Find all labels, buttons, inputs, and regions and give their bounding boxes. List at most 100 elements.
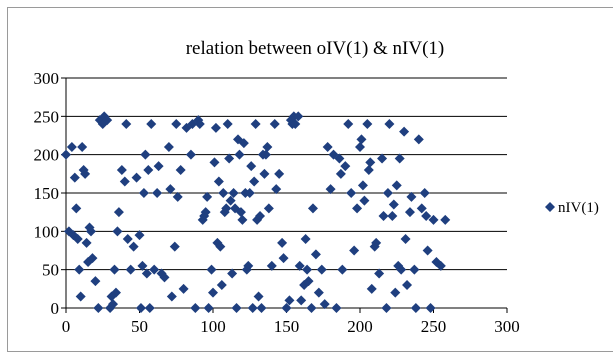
data-point	[213, 176, 224, 187]
data-point	[388, 199, 399, 210]
data-point	[109, 264, 120, 275]
data-point	[343, 119, 354, 129]
x-tick-label: 250	[421, 317, 447, 336]
data-point	[269, 119, 280, 129]
data-point	[440, 214, 451, 225]
data-point	[260, 149, 271, 160]
data-point	[228, 188, 239, 198]
data-point	[413, 134, 424, 145]
y-tick-labels: 0 50 100 150 200 250 300	[34, 69, 60, 318]
legend-label: nIV(1)	[558, 200, 599, 216]
data-point	[66, 142, 77, 152]
data-point	[422, 245, 433, 256]
x-tick-label: 100	[200, 317, 226, 336]
data-point	[153, 161, 164, 172]
data-points	[61, 111, 451, 313]
legend-marker-icon	[545, 202, 555, 212]
data-point	[356, 134, 367, 145]
data-point	[331, 303, 342, 313]
data-point	[416, 203, 427, 214]
data-point	[159, 272, 170, 283]
data-point	[74, 264, 85, 275]
data-point	[244, 188, 255, 198]
data-point	[231, 303, 242, 313]
data-point	[222, 119, 233, 129]
data-point	[224, 153, 235, 164]
data-point	[81, 237, 92, 248]
data-point	[421, 211, 432, 221]
data-point	[165, 184, 176, 195]
data-point	[166, 291, 177, 302]
data-point	[306, 303, 317, 313]
data-point	[209, 157, 220, 168]
data-point	[152, 188, 163, 198]
data-point	[294, 260, 305, 271]
data-point	[210, 122, 221, 133]
data-point	[246, 161, 257, 172]
y-tick-label: 50	[42, 261, 59, 280]
data-point	[349, 245, 360, 256]
data-point	[281, 303, 292, 313]
data-point	[410, 303, 421, 313]
data-point	[110, 287, 121, 298]
data-point	[125, 264, 136, 275]
data-point	[390, 287, 401, 298]
data-point	[396, 264, 407, 275]
y-tick-label: 0	[51, 299, 60, 318]
data-point	[307, 203, 318, 214]
data-point	[249, 176, 260, 187]
data-point	[175, 165, 186, 175]
data-point	[85, 226, 96, 237]
data-point	[316, 264, 327, 275]
data-point	[215, 241, 226, 252]
data-point	[72, 234, 83, 244]
data-point	[194, 119, 205, 129]
data-point	[171, 119, 182, 129]
data-point	[310, 249, 321, 260]
data-point	[346, 188, 357, 198]
data-point	[362, 119, 373, 129]
data-point	[387, 211, 398, 221]
data-point	[200, 207, 211, 218]
x-tick-label: 200	[347, 317, 373, 336]
gridlines	[66, 77, 507, 271]
data-point	[247, 303, 258, 313]
data-point	[221, 203, 232, 214]
data-point	[325, 184, 336, 195]
data-point	[404, 207, 415, 218]
data-point	[284, 295, 295, 306]
data-point	[263, 203, 274, 214]
data-point	[377, 153, 388, 164]
data-point	[334, 153, 345, 164]
data-point	[87, 253, 98, 264]
data-point	[250, 119, 261, 129]
data-point	[143, 165, 154, 175]
data-point	[253, 291, 264, 302]
x-tick-label: 150	[274, 317, 300, 336]
data-point	[384, 119, 395, 129]
data-point	[202, 191, 213, 202]
data-point	[218, 188, 229, 198]
data-point	[271, 184, 282, 195]
y-tick-label: 100	[34, 222, 60, 241]
data-point	[172, 191, 183, 202]
data-point	[378, 211, 389, 221]
data-point	[146, 119, 157, 129]
data-point	[374, 268, 385, 279]
data-point	[71, 203, 82, 214]
data-point	[163, 142, 174, 152]
data-point	[108, 299, 119, 310]
y-tick-label: 300	[34, 69, 60, 88]
chart-title: relation between oIV(1) & nIV(1)	[186, 38, 445, 59]
data-point	[138, 188, 149, 198]
data-point	[335, 168, 346, 179]
data-point	[274, 168, 285, 179]
data-point	[119, 176, 130, 187]
data-point	[90, 276, 101, 287]
x-tick-label: 0	[62, 317, 71, 336]
data-point	[243, 260, 254, 271]
data-point	[102, 115, 113, 126]
x-tick-label: 300	[494, 317, 520, 336]
data-point	[225, 195, 236, 206]
